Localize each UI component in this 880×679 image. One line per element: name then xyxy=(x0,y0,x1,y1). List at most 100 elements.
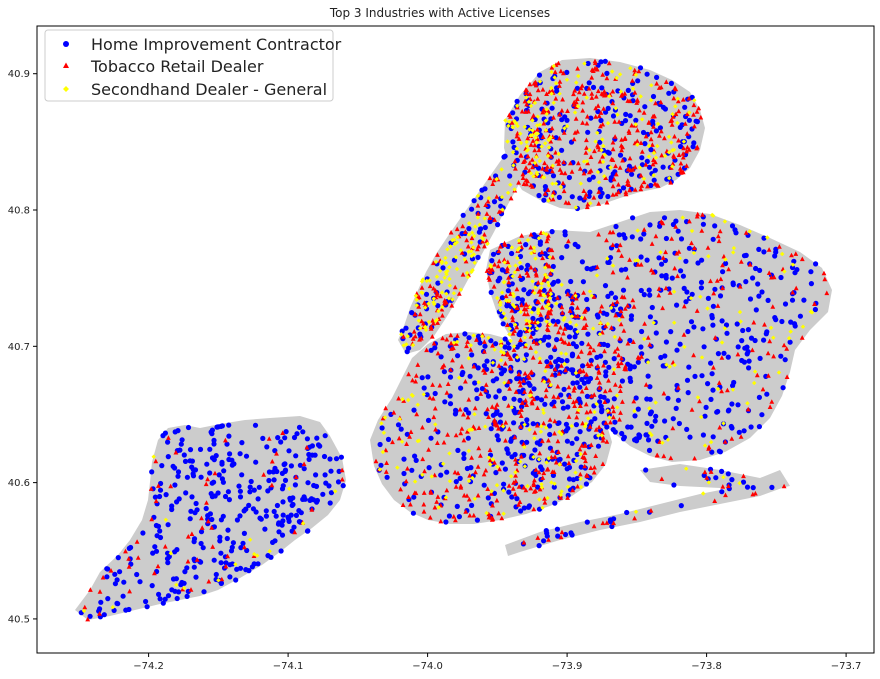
point-secondhand xyxy=(468,343,473,348)
point-tobacco xyxy=(576,369,582,374)
point-tobacco xyxy=(478,391,484,396)
point-tobacco xyxy=(583,385,589,390)
point-home-improvement xyxy=(305,480,311,486)
point-secondhand xyxy=(667,175,672,181)
point-tobacco xyxy=(618,93,624,98)
point-tobacco xyxy=(698,114,704,120)
point-tobacco xyxy=(439,306,445,312)
point-secondhand xyxy=(632,408,637,414)
point-home-improvement xyxy=(678,236,685,242)
point-tobacco xyxy=(555,383,561,389)
point-tobacco xyxy=(610,183,616,189)
point-home-improvement xyxy=(524,267,530,273)
point-tobacco xyxy=(668,165,674,170)
point-tobacco xyxy=(523,301,529,307)
point-tobacco xyxy=(581,290,586,295)
point-home-improvement xyxy=(693,118,699,124)
point-home-improvement xyxy=(558,392,564,398)
point-secondhand xyxy=(81,608,87,614)
point-tobacco xyxy=(475,203,481,208)
point-secondhand xyxy=(252,551,257,557)
point-tobacco xyxy=(716,380,722,385)
point-tobacco xyxy=(580,108,586,113)
point-tobacco xyxy=(695,211,701,217)
point-home-improvement xyxy=(215,424,221,430)
point-home-improvement xyxy=(605,259,611,265)
point-home-improvement xyxy=(173,576,179,582)
point-home-improvement xyxy=(661,215,668,221)
point-home-improvement xyxy=(638,254,644,260)
point-secondhand xyxy=(544,232,549,237)
point-tobacco xyxy=(553,150,558,155)
point-secondhand xyxy=(527,328,532,333)
point-home-improvement xyxy=(507,173,513,179)
point-secondhand xyxy=(667,150,672,155)
point-home-improvement xyxy=(509,454,515,460)
point-secondhand xyxy=(558,492,563,497)
point-tobacco xyxy=(552,454,558,459)
point-home-improvement xyxy=(488,289,494,295)
point-tobacco xyxy=(673,224,679,229)
point-secondhand xyxy=(516,238,522,243)
point-home-improvement xyxy=(253,509,259,515)
point-home-improvement xyxy=(627,113,633,119)
point-tobacco xyxy=(584,204,590,210)
point-secondhand xyxy=(530,118,535,123)
point-tobacco xyxy=(519,302,524,308)
point-home-improvement xyxy=(378,462,384,468)
point-tobacco xyxy=(412,311,418,317)
point-home-improvement xyxy=(239,440,245,446)
point-secondhand xyxy=(494,483,500,488)
point-home-improvement xyxy=(604,70,610,76)
point-tobacco xyxy=(506,483,512,488)
point-home-improvement xyxy=(461,451,467,457)
point-tobacco xyxy=(651,157,656,162)
point-secondhand xyxy=(301,521,306,526)
point-secondhand xyxy=(518,309,523,315)
point-home-improvement xyxy=(482,224,488,231)
point-tobacco xyxy=(563,367,569,373)
point-home-improvement xyxy=(536,543,542,549)
point-secondhand xyxy=(450,297,455,302)
point-home-improvement xyxy=(456,514,462,520)
point-secondhand xyxy=(514,121,519,126)
point-tobacco xyxy=(684,163,689,168)
point-tobacco xyxy=(467,512,473,518)
point-tobacco xyxy=(242,544,247,550)
point-home-improvement xyxy=(635,359,641,365)
y-tick-label: 40.9 xyxy=(8,69,30,80)
point-home-improvement xyxy=(712,286,718,292)
point-tobacco xyxy=(97,611,102,616)
point-home-improvement xyxy=(656,255,662,261)
point-tobacco xyxy=(654,81,660,86)
point-secondhand xyxy=(557,462,562,467)
point-tobacco xyxy=(714,278,720,283)
point-secondhand xyxy=(500,207,505,212)
point-tobacco xyxy=(489,491,494,496)
point-tobacco xyxy=(721,253,727,259)
point-secondhand xyxy=(522,464,528,469)
point-secondhand xyxy=(542,175,547,180)
point-secondhand xyxy=(524,144,530,149)
point-home-improvement xyxy=(729,223,736,229)
point-home-improvement xyxy=(627,366,633,372)
point-tobacco xyxy=(492,421,498,427)
point-tobacco xyxy=(461,437,467,443)
point-secondhand xyxy=(552,75,557,80)
point-tobacco xyxy=(548,154,554,159)
point-secondhand xyxy=(507,332,512,337)
point-secondhand xyxy=(495,464,500,469)
point-home-improvement xyxy=(327,456,333,462)
point-tobacco xyxy=(466,496,472,502)
point-tobacco xyxy=(596,231,601,237)
point-tobacco xyxy=(723,492,728,498)
point-home-improvement xyxy=(610,113,617,119)
point-home-improvement xyxy=(222,493,229,500)
point-home-improvement xyxy=(647,384,653,390)
point-home-improvement xyxy=(586,193,592,199)
point-tobacco xyxy=(458,485,464,490)
point-home-improvement xyxy=(603,369,609,375)
point-tobacco xyxy=(604,199,610,205)
point-home-improvement xyxy=(488,338,494,344)
point-home-improvement xyxy=(459,231,465,237)
